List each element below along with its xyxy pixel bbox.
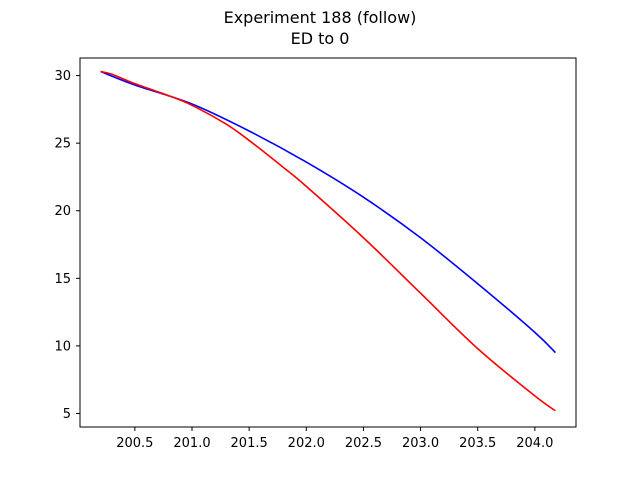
y-tick-label: 15 [54,272,71,287]
x-tick-label: 200.5 [116,436,153,451]
y-tick-label: 10 [54,339,71,354]
series-layer [100,70,556,412]
x-axis: 200.5 201.0 201.5 202.0 202.5 203.0 203.5 204.0 [116,427,553,451]
x-tick-label: 201.5 [231,436,268,451]
series-line-blue [100,70,556,354]
y-axis: 5 10 15 20 25 30 [54,69,80,422]
y-tick-label: 20 [54,204,71,219]
series-line-red [100,70,556,412]
chart-subtitle: ED to 0 [290,29,350,48]
x-tick-label: 202.0 [288,436,325,451]
chart-title: Experiment 188 (follow) [223,8,417,27]
plot-area-frame [79,57,577,428]
x-tick-label: 203.0 [402,436,439,451]
y-tick-label: 30 [54,69,71,84]
y-tick-label: 25 [54,137,71,152]
y-tick-label: 5 [63,407,71,422]
x-tick-label: 204.0 [516,436,553,451]
x-tick-label: 201.0 [173,436,210,451]
x-tick-label: 202.5 [345,436,382,451]
x-tick-label: 203.5 [459,436,496,451]
